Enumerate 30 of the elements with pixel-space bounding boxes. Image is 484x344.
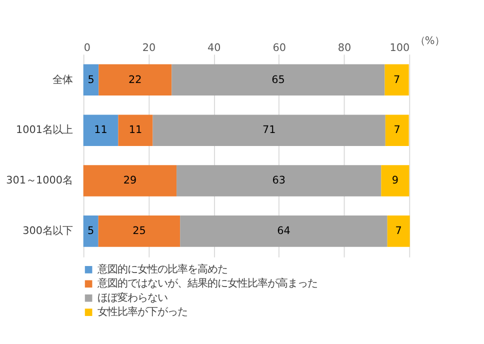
data-label: 64 — [277, 225, 291, 238]
data-label: 7 — [394, 124, 400, 136]
data-label: 29 — [123, 174, 137, 187]
x-tick-label: 20 — [142, 42, 156, 54]
data-label: 9 — [392, 174, 398, 187]
data-label: 5 — [88, 74, 94, 86]
data-label: 63 — [272, 174, 286, 187]
x-tick-label: 40 — [208, 42, 221, 54]
x-tick-label: 0 — [84, 42, 90, 54]
data-label: 7 — [395, 225, 402, 238]
x-tick-label: 80 — [338, 42, 352, 54]
data-label: 71 — [262, 124, 276, 136]
data-label: 11 — [94, 124, 108, 136]
data-label: 5 — [88, 225, 94, 238]
y-tick-label: 300名以下 — [22, 225, 72, 238]
y-tick-label: 全体 — [52, 74, 72, 86]
y-tick-label: 1001名以上 — [16, 124, 72, 136]
x-tick-label: 100 — [390, 42, 410, 54]
x-tick-label: 60 — [272, 42, 286, 54]
data-label: 25 — [132, 225, 146, 238]
legend-label: 意図的に女性の比率を高めた — [96, 264, 228, 276]
legend-label: 女性比率が下がった — [98, 306, 188, 318]
data-label: 22 — [128, 74, 142, 86]
x-axis-title: （%） — [414, 34, 445, 47]
data-label: 7 — [393, 74, 400, 86]
y-tick-label: 301～1000名 — [6, 174, 72, 187]
legend-label: ほぼ変わらない — [98, 292, 168, 304]
legend-label: 意図的ではないが、結果的に女性比率が高まった — [96, 278, 318, 290]
data-label: 11 — [128, 124, 142, 136]
data-label: 65 — [272, 74, 285, 86]
